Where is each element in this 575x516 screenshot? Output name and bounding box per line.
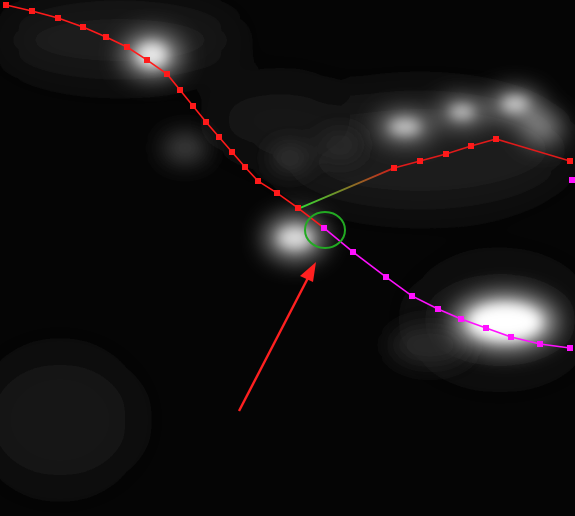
red-trace-branch [393,138,571,169]
trace-overlay [3,2,575,412]
red-arrow-icon [237,262,316,412]
red-trace-upper [5,4,325,229]
red-trace-nodes [3,2,573,211]
red-trace-branch-green-segment [299,167,395,209]
junction-circle [304,211,346,249]
magenta-trace-nodes [321,177,575,351]
bright-blobs [122,33,562,350]
magenta-trace-lower [323,227,571,349]
dim-structures [163,133,470,365]
